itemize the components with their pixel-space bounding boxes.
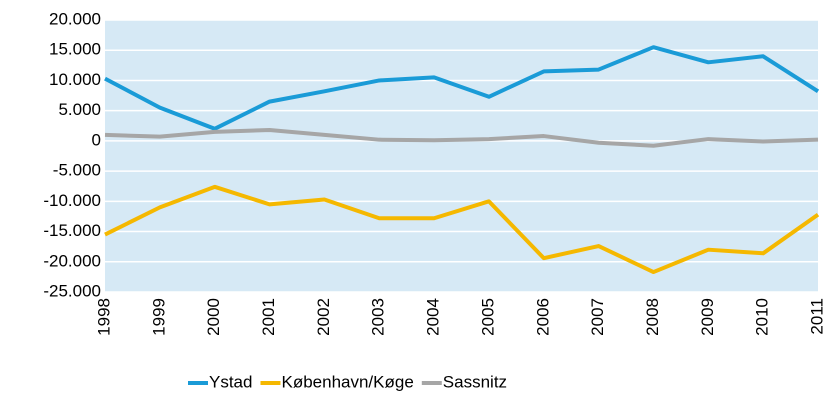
series-line	[104, 184, 820, 275]
y-tick-label: -20.000	[43, 251, 101, 270]
y-tick-label: -10.000	[43, 191, 101, 210]
x-tick-label: 2009	[698, 298, 717, 336]
y-tick-label: -15.000	[43, 221, 101, 240]
legend-label: Ystad	[209, 372, 252, 391]
x-tick-label: 2011	[807, 298, 826, 335]
x-tick-label: 2003	[369, 298, 388, 336]
x-tick-label: 2000	[204, 298, 223, 336]
x-tick-label: 2007	[588, 298, 607, 336]
x-tick-label: 1999	[149, 298, 168, 336]
y-tick-label: -25.000	[43, 281, 101, 300]
x-tick-label: 2001	[259, 298, 278, 336]
series-line	[104, 45, 820, 131]
legend-label: Sassnitz	[443, 372, 507, 391]
y-tick-label: 10.000	[49, 70, 101, 89]
y-tick-label: 0	[92, 130, 101, 149]
legend-label: København/Køge	[281, 372, 413, 391]
plot-area	[105, 20, 818, 292]
x-tick-label: 2006	[533, 298, 552, 336]
y-tick-label: 20.000	[49, 9, 101, 28]
y-tick-label: 15.000	[49, 40, 101, 59]
x-tick-label: 2002	[314, 298, 333, 336]
x-tick-label: 2004	[424, 298, 443, 336]
x-tick-label: 1998	[94, 298, 113, 336]
series-line	[104, 128, 819, 148]
x-tick-label: 2008	[643, 298, 662, 336]
y-tick-label: -5.000	[53, 161, 101, 180]
legend: Ystad København/Køge Sassnitz	[188, 372, 507, 391]
y-tick-label: 5.000	[58, 100, 101, 119]
x-tick-label: 2005	[478, 298, 497, 336]
x-tick-label: 2010	[753, 298, 772, 336]
